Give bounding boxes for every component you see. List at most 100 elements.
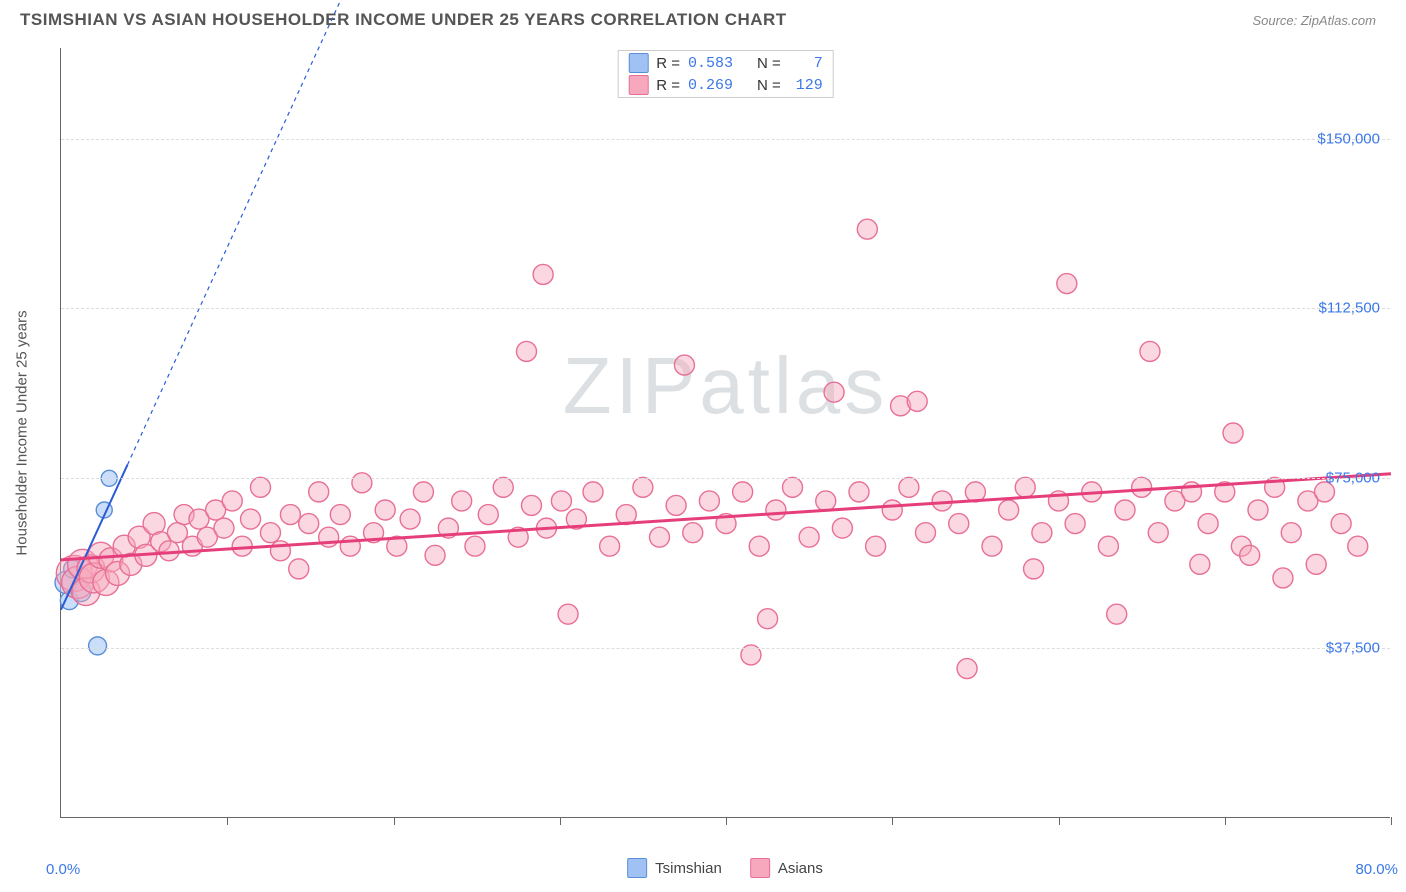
asians-point — [1273, 568, 1293, 588]
asians-point — [222, 491, 242, 511]
asians-point — [425, 545, 445, 565]
asians-swatch-icon — [628, 75, 648, 95]
asians-point — [280, 505, 300, 525]
asians-point — [299, 514, 319, 534]
grid-line — [61, 308, 1390, 309]
x-tick — [1059, 817, 1060, 825]
asians-point — [1348, 536, 1368, 556]
grid-line — [61, 478, 1390, 479]
asians-point — [159, 541, 179, 561]
plot-area: ZIPatlas R =0.583N =7R =0.269N =129 $37,… — [60, 48, 1390, 818]
legend-label: Asians — [778, 860, 823, 877]
grid-line — [61, 648, 1390, 649]
asians-point — [583, 482, 603, 502]
asians-point — [683, 523, 703, 543]
x-tick — [227, 817, 228, 825]
asians-point — [957, 659, 977, 679]
asians-point — [1057, 274, 1077, 294]
asians-point — [982, 536, 1002, 556]
asians-point — [1024, 559, 1044, 579]
series-legend: Tsimshian Asians — [627, 858, 823, 878]
scatter-svg — [61, 48, 1391, 818]
legend-swatch-icon — [627, 858, 647, 878]
y-tick-label: $75,000 — [1326, 470, 1380, 487]
asians-point — [521, 495, 541, 515]
n-value: 7 — [789, 55, 823, 72]
asians-point — [558, 604, 578, 624]
asians-point — [1115, 500, 1135, 520]
grid-line — [61, 139, 1390, 140]
asians-point — [799, 527, 819, 547]
tsimshian-trend-extension — [128, 0, 444, 465]
asians-point — [816, 491, 836, 511]
asians-point — [857, 219, 877, 239]
legend-item: Tsimshian — [627, 858, 722, 878]
stats-row-asians: R = 0.269 N = 129 — [628, 75, 823, 95]
y-axis-title: Householder Income Under 25 years — [14, 310, 31, 555]
y-tick-label: $150,000 — [1317, 130, 1380, 147]
r-value: 0.269 — [688, 77, 733, 94]
asians-point — [375, 500, 395, 520]
asians-point — [600, 536, 620, 556]
n-value: 129 — [789, 77, 823, 94]
r-label: R = — [656, 55, 680, 72]
asians-point — [289, 559, 309, 579]
stats-row-tsimshian: R = 0.583 N = 7 — [628, 53, 823, 73]
asians-point — [699, 491, 719, 511]
asians-point — [1098, 536, 1118, 556]
asians-point — [400, 509, 420, 529]
asians-point — [650, 527, 670, 547]
asians-point — [241, 509, 261, 529]
x-tick — [726, 817, 727, 825]
asians-point — [633, 477, 653, 497]
asians-point — [1331, 514, 1351, 534]
asians-point — [849, 482, 869, 502]
asians-point — [260, 523, 280, 543]
asians-point — [1015, 477, 1035, 497]
asians-point — [733, 482, 753, 502]
asians-point — [674, 355, 694, 375]
legend-item: Asians — [750, 858, 823, 878]
plot-wrap: Householder Income Under 25 years ZIPatl… — [60, 48, 1390, 818]
asians-point — [916, 523, 936, 543]
asians-point — [330, 505, 350, 525]
asians-point — [882, 500, 902, 520]
y-tick-label: $112,500 — [1319, 300, 1380, 317]
legend-label: Tsimshian — [655, 860, 722, 877]
asians-point — [452, 491, 472, 511]
asians-point — [1223, 423, 1243, 443]
n-label: N = — [757, 55, 781, 72]
asians-point — [493, 477, 513, 497]
asians-point — [1281, 523, 1301, 543]
y-tick-label: $37,500 — [1326, 640, 1380, 657]
asians-point — [214, 518, 234, 538]
asians-point — [517, 341, 537, 361]
asians-point — [1132, 477, 1152, 497]
asians-point — [1240, 545, 1260, 565]
legend-swatch-icon — [750, 858, 770, 878]
asians-point — [1032, 523, 1052, 543]
asians-point — [866, 536, 886, 556]
x-axis-min-label: 0.0% — [46, 861, 80, 878]
asians-point — [899, 477, 919, 497]
x-tick — [892, 817, 893, 825]
x-tick — [1225, 817, 1226, 825]
title-bar: TSIMSHIAN VS ASIAN HOUSEHOLDER INCOME UN… — [0, 0, 1406, 36]
asians-point — [999, 500, 1019, 520]
stats-legend: R = 0.583 N = 7 R = 0.269 N = 129 — [617, 50, 834, 98]
x-axis-max-label: 80.0% — [1355, 861, 1398, 878]
asians-point — [1190, 554, 1210, 574]
asians-point — [1248, 500, 1268, 520]
source-name: ZipAtlas.com — [1301, 13, 1376, 28]
chart-title: TSIMSHIAN VS ASIAN HOUSEHOLDER INCOME UN… — [20, 10, 787, 30]
x-tick — [560, 817, 561, 825]
asians-point — [551, 491, 571, 511]
asians-point — [749, 536, 769, 556]
source-prefix: Source: — [1252, 13, 1300, 28]
tsimshian-point — [89, 637, 107, 655]
r-label: R = — [656, 77, 680, 94]
r-value: 0.583 — [688, 55, 733, 72]
asians-point — [824, 382, 844, 402]
asians-point — [1148, 523, 1168, 543]
n-label: N = — [757, 77, 781, 94]
